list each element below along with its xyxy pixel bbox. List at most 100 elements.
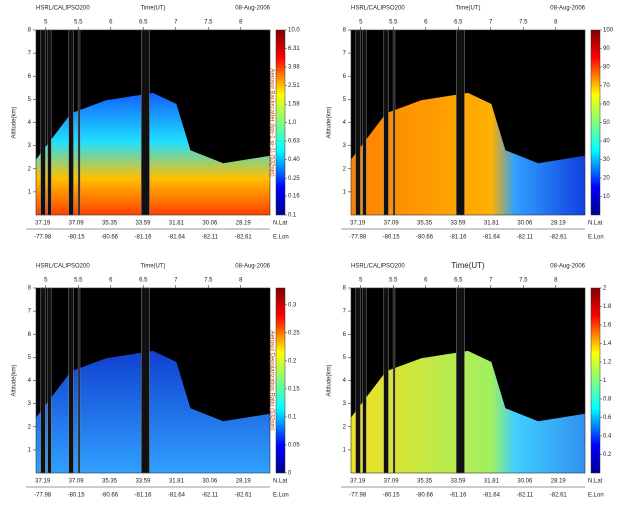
- lat-label: 37.09: [384, 479, 400, 485]
- date: 08-Aug-2006: [235, 6, 270, 12]
- lon-label: -81.16: [134, 493, 152, 499]
- cloud-column: [355, 29, 361, 216]
- lon-label: -82.11: [202, 235, 219, 241]
- colorbar-tick-label: 0.16: [288, 194, 300, 200]
- x-tick-label: 7: [174, 278, 178, 284]
- lon-label: -80.15: [383, 235, 401, 241]
- time-label: Time(UT): [140, 6, 165, 12]
- x-tick-label: 6: [109, 20, 113, 26]
- colorbar-tick-label: 100: [603, 28, 614, 34]
- y-tick-label: 4: [343, 378, 347, 384]
- lat-label: 28.19: [236, 479, 252, 485]
- lat-label: 30.06: [517, 479, 533, 485]
- y-axis-label: Altitude(km): [327, 364, 333, 396]
- lat-label: 35.35: [417, 479, 433, 485]
- lat-label: 37.19: [35, 221, 51, 227]
- y-tick-label: 8: [343, 28, 347, 34]
- lon-label: -80.66: [101, 493, 119, 499]
- header: HSRL/CALIPSO200: [36, 6, 90, 12]
- cloud-column: [77, 29, 81, 216]
- lat-label: 37.09: [69, 221, 85, 227]
- x-tick-label: 6.5: [139, 20, 148, 26]
- colorbar-tick-label: 0.40: [288, 157, 300, 163]
- x-tick-label: 5: [359, 278, 363, 284]
- header: HSRL/CALIPSO200: [36, 264, 90, 270]
- y-tick-label: 5: [343, 97, 347, 103]
- lat-label: 33.59: [450, 221, 466, 227]
- lon-label: -80.66: [101, 235, 119, 241]
- y-tick-label: 2: [343, 166, 347, 172]
- x-tick-label: 6: [109, 278, 113, 284]
- lat-label: 31.81: [484, 221, 500, 227]
- y-axis-label: Altitude(km): [12, 364, 18, 396]
- y-tick-label: 7: [28, 51, 32, 57]
- x-tick-label: 6.5: [454, 20, 463, 26]
- lon-title: E.Lon: [273, 235, 289, 241]
- colorbar-tick-label: 0: [288, 471, 292, 477]
- x-tick-label: 5.5: [389, 278, 398, 284]
- colorbar-tick-label: 1.2: [603, 360, 612, 366]
- cloud-column: [77, 287, 81, 474]
- colorbar-tick-label: 30: [603, 157, 610, 163]
- date: 08-Aug-2006: [235, 264, 270, 270]
- lon-label: -82.61: [550, 235, 568, 241]
- lat-label: 35.35: [417, 221, 433, 227]
- x-tick-label: 7.5: [519, 278, 528, 284]
- panel: HSRL/CALIPSO200 Time(UT) 08-Aug-2006 5 5.5 6 6…: [327, 6, 614, 241]
- cloud-column: [47, 287, 52, 474]
- lat-label: 37.09: [69, 479, 85, 485]
- cloud-column: [40, 29, 46, 216]
- colorbar-tick-label: 20: [603, 176, 610, 182]
- colorbar-tick-label: 0.1: [288, 213, 297, 219]
- y-tick-label: 1: [343, 189, 347, 195]
- y-tick-label: 5: [343, 355, 347, 361]
- lon-title: E.Lon: [588, 493, 604, 499]
- colorbar-tick-label: 10.0: [288, 28, 300, 34]
- colorbar-tick-label: 40: [603, 139, 610, 145]
- colorbar-tick-label: 1.8: [603, 304, 612, 310]
- panel: HSRL/CALIPSO200 Time(UT) 08-Aug-2006 5 5.5 6 6…: [327, 261, 612, 498]
- date: 08-Aug-2006: [550, 6, 585, 12]
- lon-label: -80.66: [416, 235, 434, 241]
- colorbar-tick-label: 50: [603, 120, 610, 126]
- y-tick-label: 8: [343, 286, 347, 292]
- y-tick-label: 4: [28, 378, 32, 384]
- colorbar-tick-label: 3.98: [288, 65, 300, 71]
- colorbar-tick-label: 0.1: [288, 415, 297, 421]
- lon-label: -81.64: [168, 493, 186, 499]
- cloud-column: [68, 287, 74, 474]
- colorbar-tick-label: 90: [603, 46, 610, 52]
- lat-label: 30.06: [202, 479, 218, 485]
- lon-label: -82.61: [235, 493, 253, 499]
- y-tick-label: 8: [28, 286, 32, 292]
- cloud-column: [40, 287, 46, 474]
- lat-label: 30.06: [202, 221, 218, 227]
- lat-title: N.Lat: [273, 221, 288, 227]
- x-tick-label: 8: [239, 278, 243, 284]
- y-tick-label: 8: [28, 28, 32, 34]
- y-tick-label: 1: [28, 447, 32, 453]
- header: HSRL/CALIPSO200: [351, 6, 405, 12]
- time-label: Time(UT): [451, 261, 485, 270]
- x-tick-label: 8: [239, 20, 243, 26]
- y-tick-label: 4: [28, 120, 32, 126]
- aerosol-layer: [351, 92, 585, 215]
- lat-label: 30.06: [517, 221, 533, 227]
- x-tick-label: 7.5: [519, 20, 528, 26]
- lat-title: N.Lat: [588, 221, 603, 227]
- y-tick-label: 3: [28, 143, 32, 149]
- time-label: Time(UT): [455, 6, 480, 12]
- time-label: Time(UT): [140, 264, 165, 270]
- lat-title: N.Lat: [588, 479, 603, 485]
- colorbar-tick-label: 1.4: [603, 341, 612, 347]
- x-tick-label: 8: [554, 20, 558, 26]
- y-tick-label: 5: [28, 97, 32, 103]
- lat-label: 37.09: [384, 221, 400, 227]
- colorbar-tick-label: 0.15: [288, 386, 300, 392]
- lon-label: -80.15: [383, 493, 401, 499]
- cloud-column: [362, 29, 367, 216]
- cloud-column: [383, 29, 389, 216]
- lat-label: 33.59: [450, 479, 466, 485]
- aerosol-layer: [351, 350, 585, 473]
